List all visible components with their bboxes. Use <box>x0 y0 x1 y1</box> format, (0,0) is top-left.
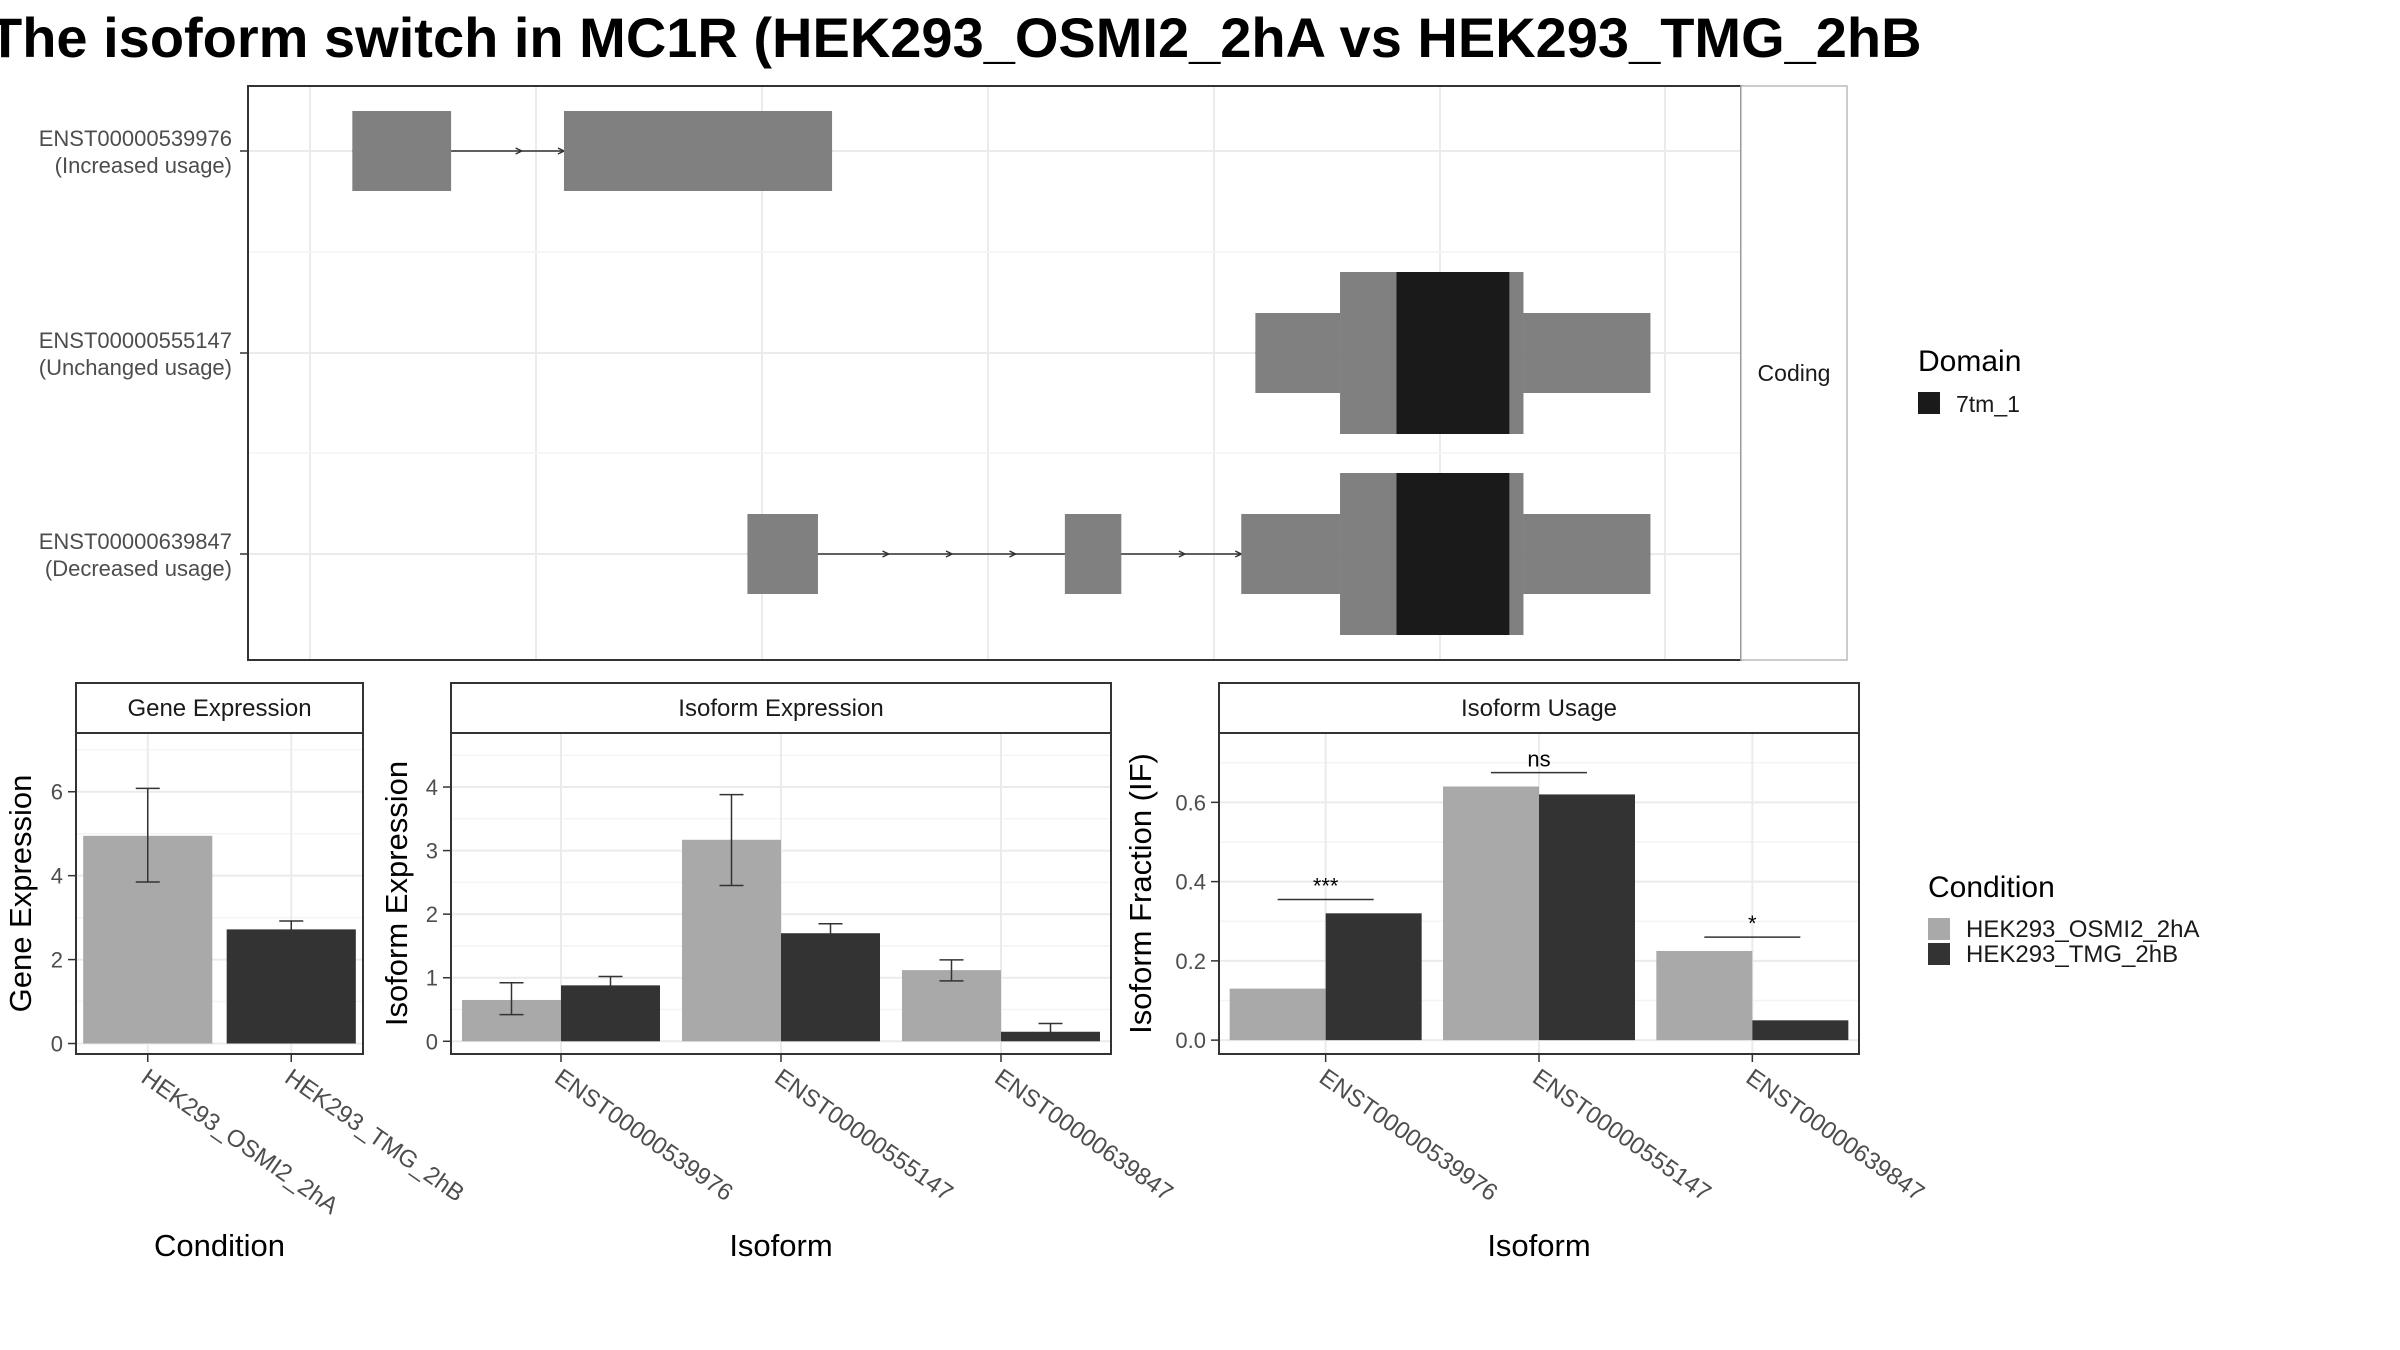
exon-block <box>563 111 833 191</box>
bar <box>1656 950 1753 1041</box>
x-axis-label: Isoform <box>729 1228 832 1263</box>
bar <box>1752 1020 1849 1041</box>
condition-legend-label: HEK293_OSMI2_2hA <box>1966 916 2199 943</box>
intron-direction-arrow <box>1009 550 1018 558</box>
y-tick-label: 6 <box>51 780 63 805</box>
intron-direction-arrow <box>882 550 891 558</box>
intron-direction-arrow <box>1178 550 1187 558</box>
condition-legend-title: Condition <box>1928 871 2055 904</box>
domain-legend-label: 7tm_1 <box>1956 391 2020 417</box>
domain-legend-title: Domain <box>1918 345 2021 378</box>
y-tick-label: 0 <box>51 1032 63 1057</box>
y-axis-label: Isoform Fraction (IF) <box>1123 753 1158 1034</box>
isoform-usage-panel: Isoform Usage *** ns * 0.0 0.2 0.4 0.6 ENST00000… <box>1123 682 1929 1263</box>
y-tick-label: 0.0 <box>1175 1028 1206 1053</box>
bar <box>226 929 356 1044</box>
transcript-structure-panel: ENST00000539976(Increased usage) ENST0000… <box>39 85 1848 661</box>
y-axis-label: Gene Expression <box>3 775 38 1013</box>
bar <box>561 985 660 1042</box>
domain-block-7tm-1 <box>1396 473 1510 635</box>
facet-strip-label: Gene Expression <box>127 695 311 722</box>
bar <box>902 970 1001 1042</box>
x-tick-label: ENST00000639847 <box>1741 1064 1929 1207</box>
isoform-usage-label: (Increased usage) <box>55 153 232 178</box>
facet-strip <box>1740 85 1848 661</box>
y-tick-label: 0 <box>426 1029 438 1054</box>
exon-block <box>1064 514 1122 594</box>
y-tick-label: 0.6 <box>1175 790 1206 815</box>
isoform-id-label: ENST00000555147 <box>39 328 232 353</box>
exon-block <box>1241 514 1341 594</box>
exon-block <box>1523 313 1651 393</box>
significance-label: ns <box>1527 747 1550 772</box>
isoform-usage-label: (Decreased usage) <box>45 556 232 581</box>
y-tick-label: 0.2 <box>1175 949 1206 974</box>
x-tick-label: ENST00000555147 <box>1528 1064 1716 1207</box>
facet-strip-label: Isoform Expression <box>678 695 883 722</box>
condition-legend-swatch <box>1928 918 1950 940</box>
isoform-usage-label: (Unchanged usage) <box>39 355 232 380</box>
exon-block <box>747 514 818 594</box>
y-tick-label: 4 <box>51 864 63 889</box>
y-tick-label: 2 <box>426 902 438 927</box>
domain-legend-swatch <box>1918 392 1940 414</box>
intron-direction-arrow <box>945 550 954 558</box>
facet-strip-label: Coding <box>1758 360 1831 386</box>
domain-block-7tm-1 <box>1396 272 1510 434</box>
y-axis-label: Isoform Expression <box>379 761 414 1026</box>
bar <box>1443 786 1539 1041</box>
x-tick-label: ENST00000639847 <box>990 1064 1178 1207</box>
x-tick-label: ENST00000539976 <box>1314 1064 1502 1207</box>
exon-block <box>1523 514 1651 594</box>
domain-legend: Domain 7tm_1 <box>1918 345 2021 417</box>
y-tick-label: 0.4 <box>1175 870 1206 895</box>
x-tick-label: ENST00000539976 <box>550 1064 738 1207</box>
bar <box>1325 913 1422 1041</box>
significance-label: *** <box>1313 873 1339 898</box>
intron-direction-arrow <box>515 147 524 155</box>
x-tick-label: ENST00000555147 <box>770 1064 958 1207</box>
bar <box>781 933 880 1042</box>
exon-block <box>352 111 452 191</box>
figure-title: The isoform switch in MC1R (HEK293_OSMI2… <box>0 6 1922 69</box>
x-axis-label: Isoform <box>1487 1228 1590 1263</box>
isoform-id-label: ENST00000639847 <box>39 529 232 554</box>
facet-strip <box>75 682 364 734</box>
condition-legend-label: HEK293_TMG_2hB <box>1966 941 2178 968</box>
y-tick-label: 4 <box>426 775 438 800</box>
exon-block <box>1255 313 1341 393</box>
facet-strip <box>1218 682 1860 734</box>
plot-border <box>75 732 364 1055</box>
significance-label: * <box>1748 911 1757 936</box>
y-tick-label: 3 <box>426 839 438 864</box>
condition-legend-swatch <box>1928 943 1950 965</box>
x-axis-label: Condition <box>154 1228 285 1263</box>
bar <box>1229 988 1326 1041</box>
bar <box>1539 794 1635 1041</box>
y-tick-label: 2 <box>51 948 63 973</box>
y-tick-label: 1 <box>426 966 438 991</box>
isoform-id-label: ENST00000539976 <box>39 126 232 151</box>
facet-strip-label: Isoform Usage <box>1461 695 1617 722</box>
